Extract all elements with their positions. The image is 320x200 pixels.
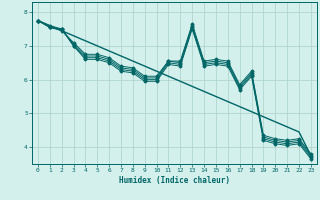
X-axis label: Humidex (Indice chaleur): Humidex (Indice chaleur) xyxy=(119,176,230,185)
